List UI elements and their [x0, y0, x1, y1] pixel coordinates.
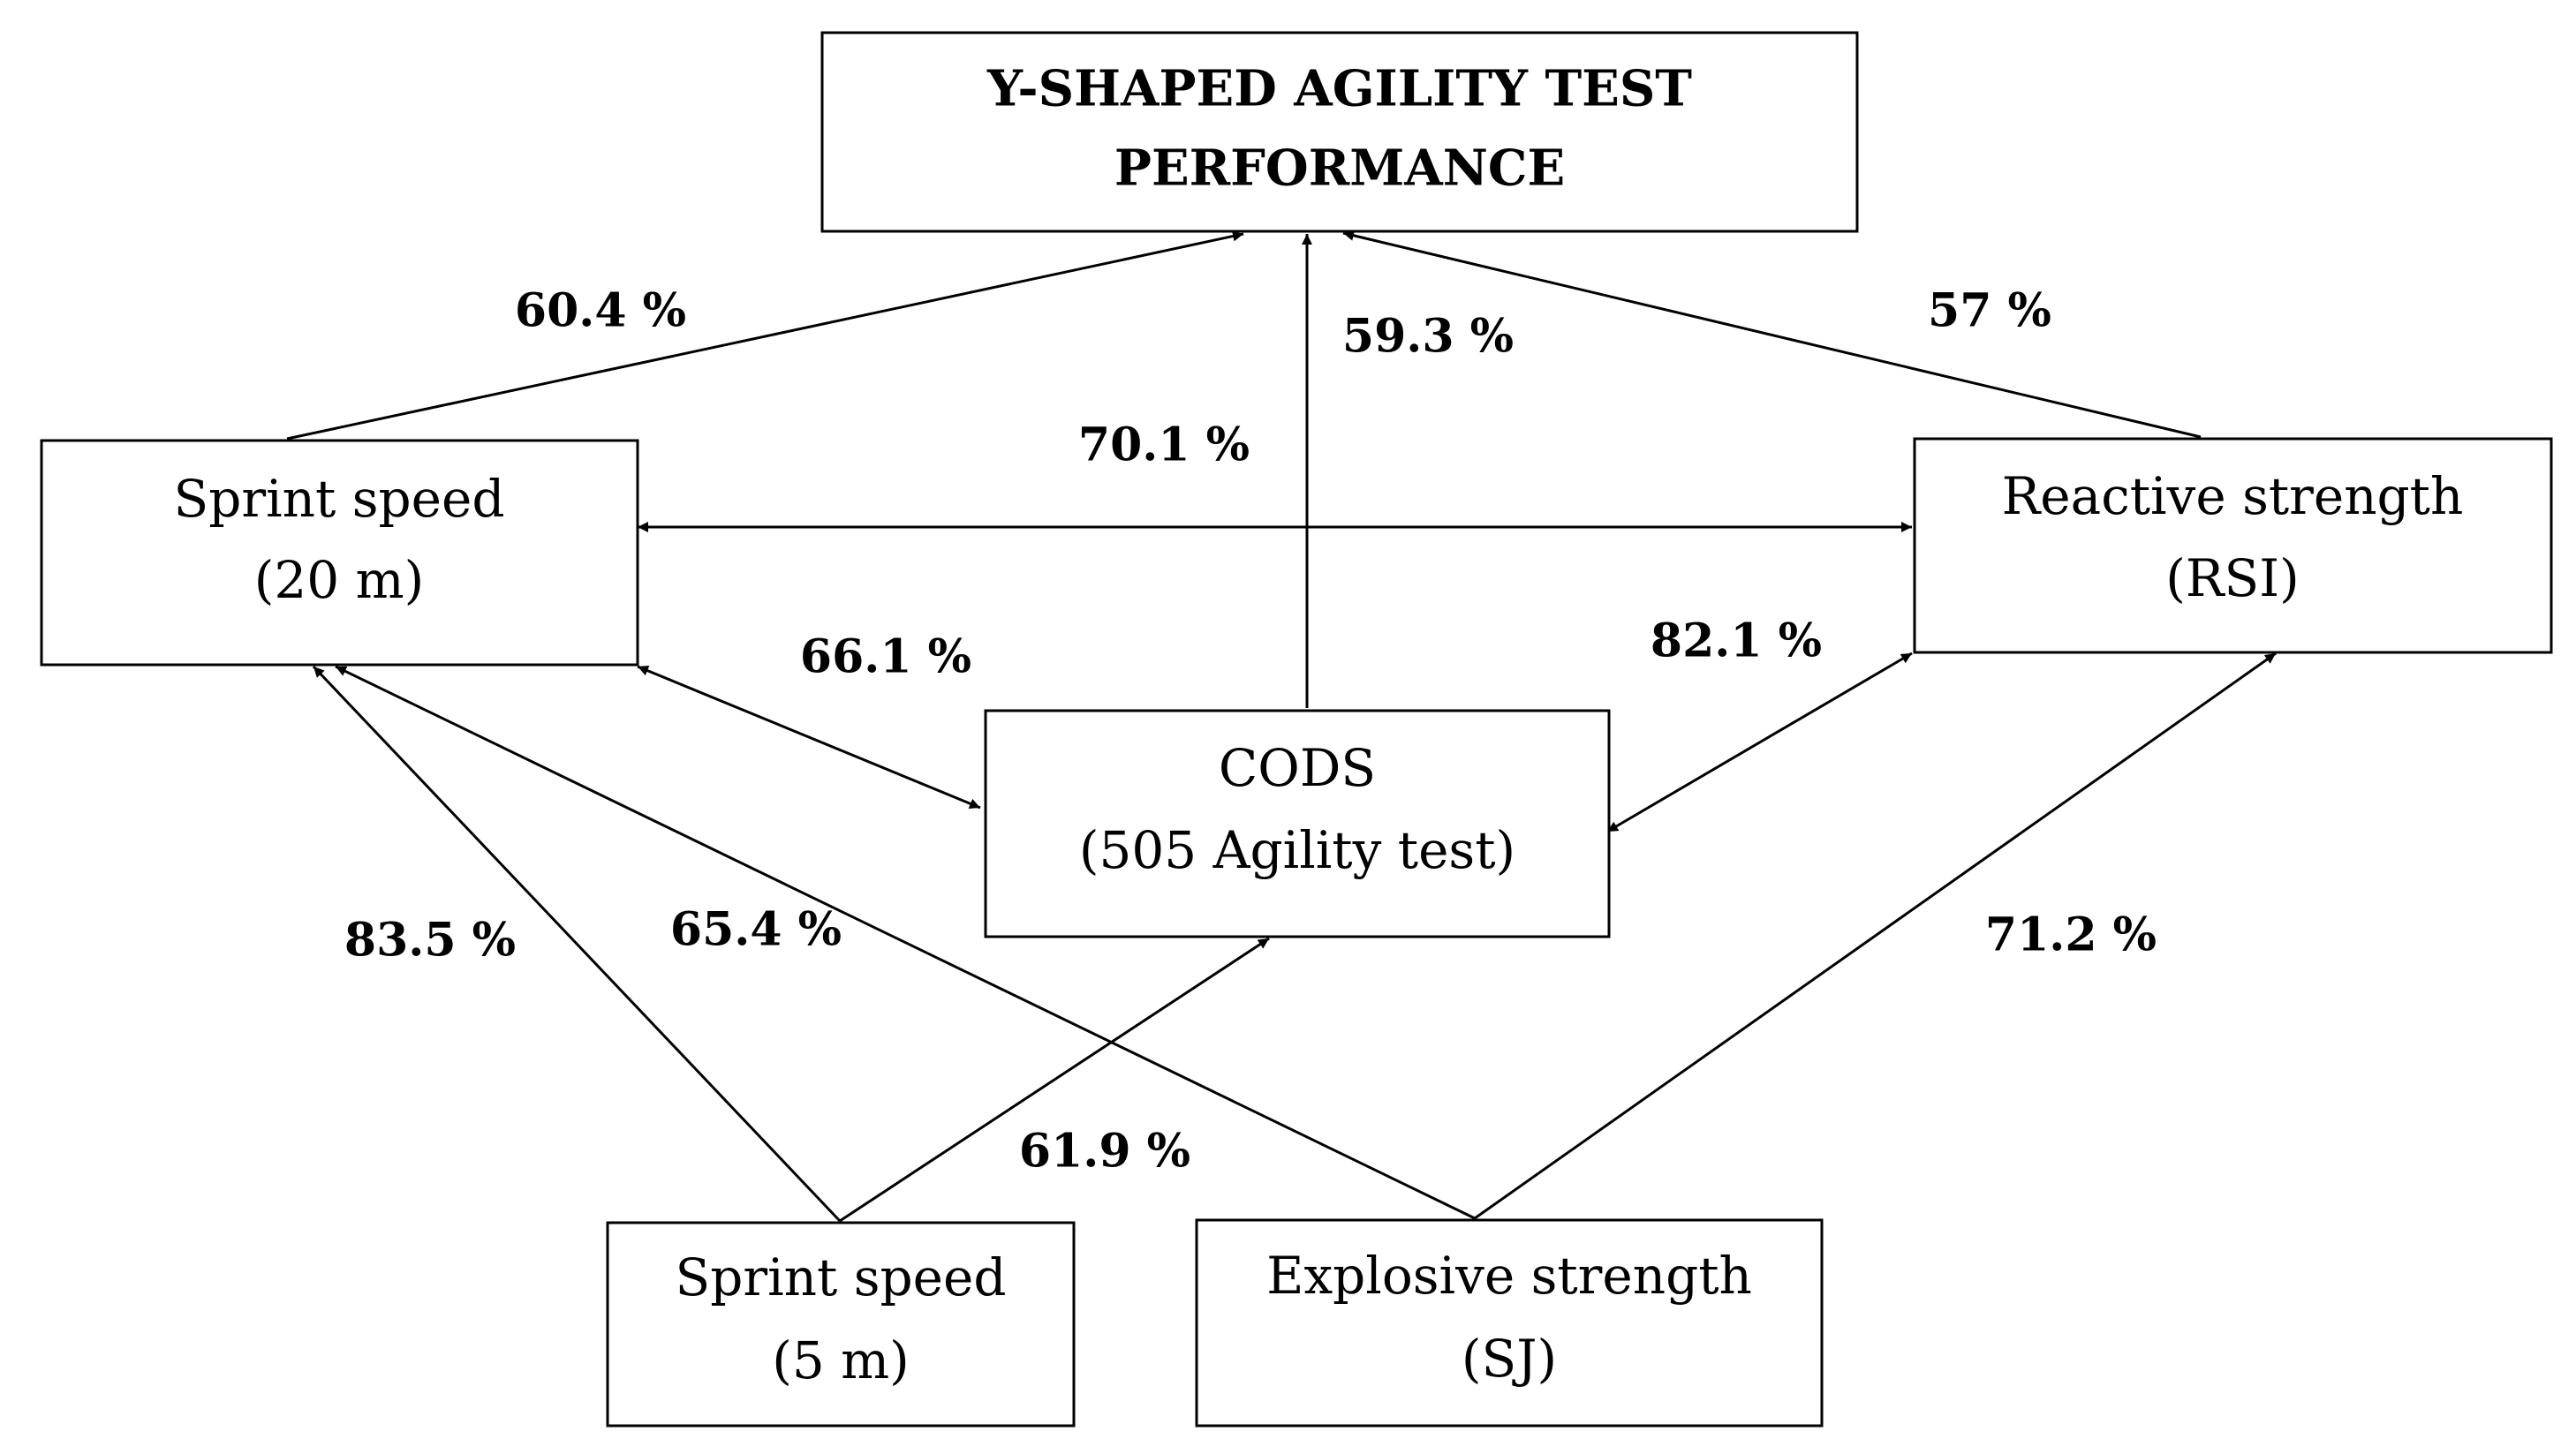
node-reactive-line-2: (RSI): [2165, 548, 2300, 608]
node-explosive-line-2: (SJ): [1462, 1329, 1557, 1389]
node-explosive-box: [1195, 1218, 1824, 1428]
edge-label-explosive-to-sprint20: 65.4 %: [670, 903, 842, 957]
edge-reactive-cods: [1606, 652, 1913, 833]
edges: [286, 230, 2277, 1223]
edge-label-reactive-cods: 82.1 %: [1651, 614, 1822, 668]
node-target: Y-SHAPED AGILITY TEST PERFORMANCE: [820, 31, 1859, 233]
node-cods-line-2: (505 Agility test): [1079, 820, 1515, 880]
edge-sprint5-to-cods: [839, 937, 1270, 1223]
node-sprint5-box: [606, 1221, 1076, 1428]
node-explosive-line-1: Explosive strength: [1266, 1246, 1752, 1306]
edge-sprint20-cods: [637, 665, 981, 810]
node-cods-box: [984, 709, 1611, 938]
node-target-line-1: Y-SHAPED AGILITY TEST: [986, 60, 1692, 118]
edge-label-sprint5-to-cods: 61.9 %: [1019, 1125, 1190, 1179]
node-cods: CODS (505 Agility test): [984, 709, 1611, 938]
edge-label-sprint20-to-target: 60.4 %: [515, 284, 686, 338]
edge-sprint5-to-sprint20: [312, 665, 842, 1223]
edge-label-sprint5-to-sprint20: 83.5 %: [344, 914, 516, 968]
edge-label-reactive-to-target: 57 %: [1928, 284, 2051, 338]
node-sprint5-line-2: (5 m): [772, 1330, 910, 1390]
node-target-box: [820, 31, 1859, 233]
node-sprint20: Sprint speed (20 m): [40, 439, 639, 667]
node-sprint20-box: [40, 439, 639, 667]
node-reactive-box: [1913, 437, 2553, 654]
node-sprint5: Sprint speed (5 m): [606, 1221, 1076, 1428]
node-reactive: Reactive strength (RSI): [1913, 437, 2553, 654]
edge-label-sprint20-cods: 66.1 %: [800, 630, 971, 684]
edge-labels: 60.4 % 59.3 % 57 % 70.1 % 66.1 % 82.1 % …: [344, 284, 2157, 1179]
edge-label-sprint20-reactive: 70.1 %: [1078, 418, 1250, 472]
edge-reactive-to-target: [1342, 230, 2202, 439]
node-explosive: Explosive strength (SJ): [1195, 1218, 1824, 1428]
node-sprint20-line-2: (20 m): [254, 550, 425, 610]
edge-explosive-to-reactive: [1474, 652, 2277, 1220]
edge-label-cods-to-target: 59.3 %: [1342, 310, 1514, 364]
edge-sprint20-to-target: [286, 230, 1244, 441]
node-cods-line-1: CODS: [1219, 738, 1376, 798]
edge-label-explosive-to-reactive: 71.2 %: [1985, 908, 2157, 962]
node-target-line-2: PERFORMANCE: [1114, 139, 1565, 198]
node-sprint5-line-1: Sprint speed: [676, 1247, 1007, 1307]
node-sprint20-line-1: Sprint speed: [174, 469, 505, 529]
node-reactive-line-1: Reactive strength: [2002, 466, 2464, 526]
edge-explosive-to-sprint20: [335, 665, 1476, 1220]
